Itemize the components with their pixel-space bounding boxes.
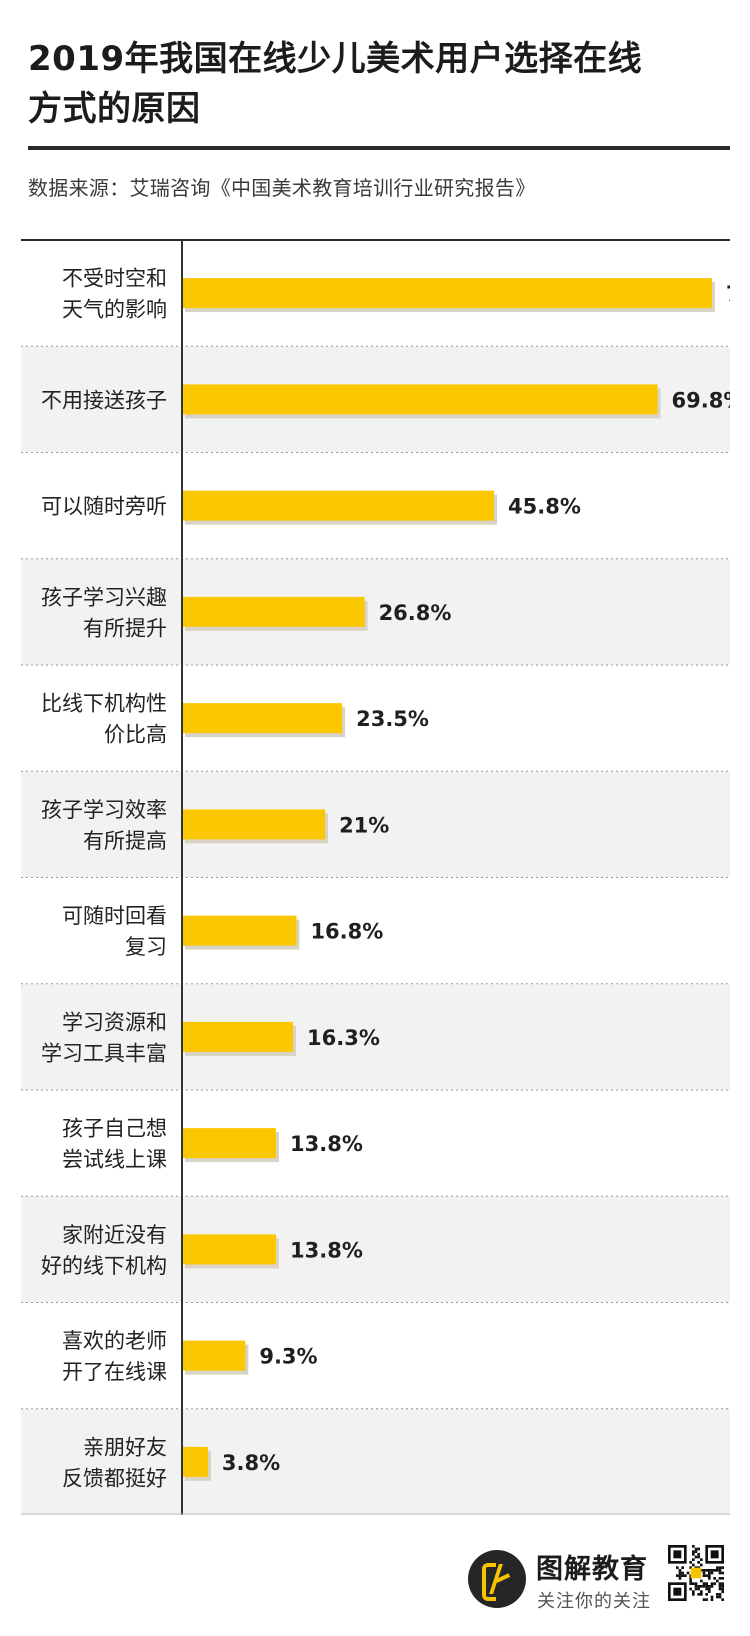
row-background <box>21 558 730 665</box>
category-label: 家附近没有 <box>62 1223 167 1247</box>
category-label: 孩子学习兴趣 <box>41 585 167 609</box>
value-label: 23.5% <box>356 707 429 731</box>
value-label: 77.8% <box>726 282 730 306</box>
value-label: 16.3% <box>307 1026 380 1050</box>
bar <box>182 1234 277 1265</box>
bar <box>182 915 297 946</box>
category-label: 有所提高 <box>83 829 167 853</box>
title-divider <box>28 146 730 150</box>
category-label: 学习资源和 <box>62 1010 167 1034</box>
row-background <box>21 983 730 1090</box>
category-label: 反馈都挺好 <box>62 1466 167 1490</box>
value-label: 69.8% <box>672 388 730 412</box>
bar <box>182 278 713 309</box>
category-label: 有所提升 <box>83 616 167 640</box>
category-label: 不用接送孩子 <box>41 388 167 412</box>
category-label: 亲朋好友 <box>83 1435 167 1459</box>
brand-slogan: 关注你的关注 <box>537 1591 651 1612</box>
qr-code-icon[interactable] <box>668 1545 724 1601</box>
value-label: 13.8% <box>290 1132 363 1156</box>
category-label: 学习工具丰富 <box>41 1041 167 1065</box>
category-label: 可以随时旁听 <box>41 495 167 519</box>
brand-name: 图解教育 <box>536 1554 648 1585</box>
bar <box>182 1340 246 1371</box>
row-background <box>21 1408 730 1515</box>
category-label: 喜欢的老师 <box>62 1329 167 1353</box>
footer-brand: 图解教育 关注你的关注 <box>468 1545 738 1620</box>
value-label: 9.3% <box>259 1345 317 1369</box>
value-label: 21% <box>339 813 389 837</box>
category-label: 比线下机构性 <box>41 692 167 716</box>
bar <box>182 1021 294 1052</box>
bar <box>182 384 658 415</box>
value-label: 26.8% <box>379 601 452 625</box>
chart-top-divider <box>21 239 730 241</box>
data-source: 数据来源：艾瑞咨询《中国美术教育培训行业研究报告》 <box>28 176 536 200</box>
bar <box>182 596 365 627</box>
bar <box>182 809 326 840</box>
brand-logo-icon <box>468 1550 526 1608</box>
category-label: 尝试线上课 <box>62 1148 167 1172</box>
category-label: 可随时回看 <box>62 904 167 928</box>
value-label: 3.8% <box>222 1451 280 1475</box>
bar <box>182 490 495 521</box>
row-background <box>21 1196 730 1303</box>
value-label: 45.8% <box>508 495 581 519</box>
bar <box>182 703 343 734</box>
category-label: 孩子自己想 <box>62 1117 167 1141</box>
row-background <box>21 771 730 878</box>
category-label: 孩子学习效率 <box>41 798 167 822</box>
category-label: 开了在线课 <box>62 1360 167 1384</box>
value-label: 13.8% <box>290 1238 363 1262</box>
bar <box>182 1128 277 1159</box>
bar <box>182 1446 208 1477</box>
chart-title: 2019年我国在线少儿美术用户选择在线 方式的原因 <box>28 39 643 129</box>
category-label: 不受时空和 <box>62 267 167 291</box>
category-label: 复习 <box>125 935 167 959</box>
category-label: 天气的影响 <box>62 298 167 322</box>
category-label: 价比高 <box>104 723 167 747</box>
category-label: 好的线下机构 <box>41 1254 167 1278</box>
value-label: 16.8% <box>310 920 383 944</box>
